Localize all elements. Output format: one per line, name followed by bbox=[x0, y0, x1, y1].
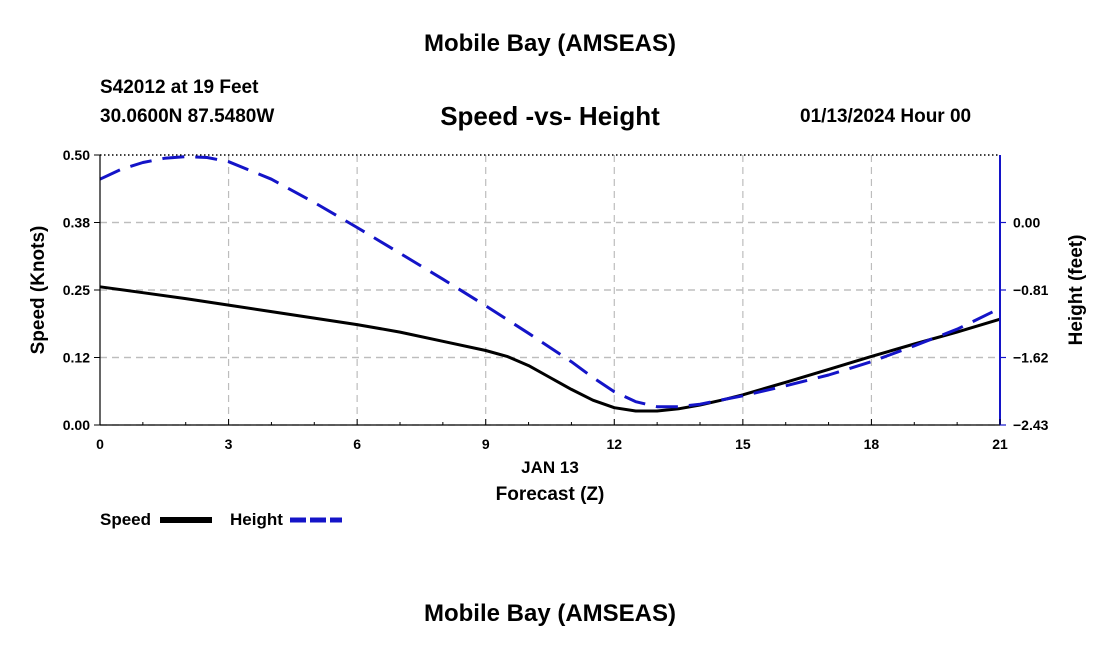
y2-tick-label-1: −1.62 bbox=[1013, 350, 1049, 366]
height-series-line bbox=[99, 155, 1001, 409]
x-axis-date-label: JAN 13 bbox=[521, 458, 579, 477]
x-tick-label-5: 15 bbox=[735, 436, 751, 452]
chart-axes bbox=[94, 154, 1006, 426]
x-tick-label-2: 6 bbox=[353, 436, 361, 452]
x-tick-label-7: 21 bbox=[992, 436, 1008, 452]
chart-title-top: Mobile Bay (AMSEAS) bbox=[423, 30, 677, 57]
chart-legend: Speed Height bbox=[100, 510, 342, 529]
y-tick-label-3: 0.38 bbox=[63, 215, 90, 231]
y-tick-label-1: 0.12 bbox=[63, 350, 90, 366]
y2-tick-label-3: 0.00 bbox=[1013, 215, 1040, 231]
coordinates-label: 30.0600N 87.5480W bbox=[100, 106, 275, 127]
y2-tick-label-2: −0.81 bbox=[1013, 282, 1049, 298]
x-axis-title: Forecast (Z) bbox=[496, 484, 605, 505]
y2-axis-title: Height (feet) bbox=[1066, 235, 1087, 346]
x-tick-label-3: 9 bbox=[482, 436, 490, 452]
chart-labels: 0 3 6 9 12 15 18 21 0.00 0.12 0.25 0.38 0.50 −2.43 −1.… bbox=[28, 147, 1087, 505]
grid-lines bbox=[100, 155, 1000, 426]
chart-subtitle: Speed -vs- Height bbox=[440, 101, 660, 131]
legend-height-label: Height bbox=[230, 510, 283, 529]
legend-speed-label: Speed bbox=[100, 510, 151, 529]
y2-tick-label-0: −2.43 bbox=[1013, 417, 1049, 433]
y-tick-label-0: 0.00 bbox=[63, 417, 90, 433]
station-label: S42012 at 19 Feet bbox=[100, 77, 259, 98]
y-tick-label-2: 0.25 bbox=[63, 282, 90, 298]
forecast-datetime: 01/13/2024 Hour 00 bbox=[800, 106, 972, 127]
x-tick-label-0: 0 bbox=[96, 436, 104, 452]
x-tick-label-4: 12 bbox=[606, 436, 622, 452]
x-tick-label-1: 3 bbox=[225, 436, 233, 452]
y-tick-label-4: 0.50 bbox=[63, 147, 90, 163]
chart-title-bottom: Mobile Bay (AMSEAS) bbox=[423, 600, 677, 627]
y-axis-title: Speed (Knots) bbox=[28, 226, 49, 355]
speed-series-line bbox=[99, 285, 1001, 413]
chart-series bbox=[99, 155, 1001, 413]
x-tick-label-6: 18 bbox=[864, 436, 880, 452]
